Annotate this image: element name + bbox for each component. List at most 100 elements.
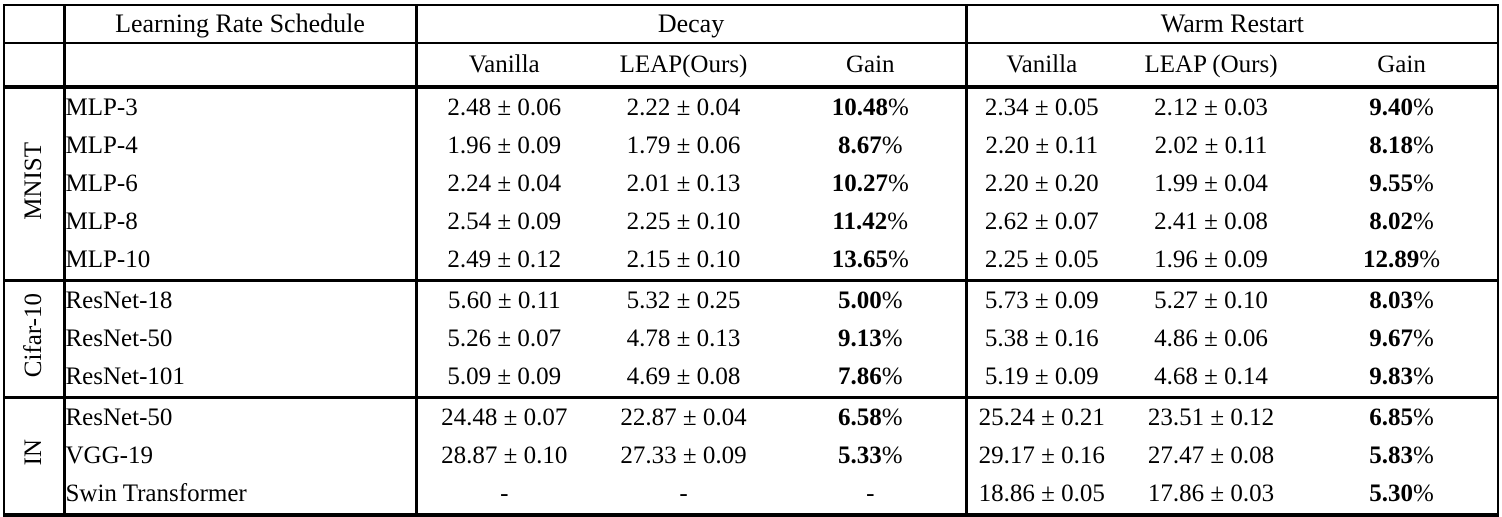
decay-vanilla-value: 24.48 ± 0.07 — [441, 404, 568, 431]
table-header: Learning Rate Schedule Decay Warm Restar… — [4, 5, 1499, 89]
warm_restart-leap-value: 1.99 ± 0.04 — [1154, 170, 1268, 197]
decay-gain-value: 7.86% — [776, 358, 968, 398]
col-header-leap-decay: LEAP(Ours) — [591, 43, 776, 89]
warm_restart-leap-value: 27.47 ± 0.08 — [1147, 442, 1275, 469]
section-mnist: MNIST MLP-3 2.48 ± 0.06 2.22 ± 0.04 10.48% 2.… — [4, 87, 1498, 281]
decay-gain-value: 5.33% — [776, 437, 968, 475]
warm_restart-leap-value: 1.96 ± 0.09 — [1154, 246, 1268, 273]
header-row-groups: Learning Rate Schedule Decay Warm Restar… — [4, 5, 1499, 44]
warm_restart-vanilla-value: 2.62 ± 0.07 — [984, 208, 1099, 235]
decay-leap-value: 22.87 ± 0.04 — [620, 404, 747, 431]
col-header-vanilla-warm-restart: Vanilla — [966, 43, 1117, 89]
decay-gain-value: 10.48% — [776, 87, 968, 127]
warm_restart-leap-value: 4.68 ± 0.14 — [1154, 363, 1268, 390]
warm_restart-vanilla-value: 2.34 ± 0.05 — [984, 94, 1099, 121]
table-row: MLP-4 1.96 ± 0.09 1.79 ± 0.06 8.67% 2.20 ± 0… — [4, 127, 1498, 165]
warm_restart-gain-value: 8.03% — [1369, 287, 1434, 314]
dataset-label-cell: MNIST — [4, 87, 66, 281]
col-header-gain-decay: Gain — [776, 43, 968, 89]
decay-leap-value: 4.78 ± 0.13 — [626, 325, 741, 352]
decay-leap-value: 27.33 ± 0.09 — [620, 442, 747, 469]
model-name: MLP-3 — [64, 87, 418, 127]
warm_restart-vanilla-value: 5.73 ± 0.09 — [984, 287, 1099, 314]
decay-vanilla-value: 5.60 ± 0.11 — [447, 287, 561, 314]
model-name: Swin Transformer — [64, 475, 418, 515]
decay-vanilla-value: 2.54 ± 0.09 — [447, 208, 562, 235]
model-name: ResNet-50 — [64, 397, 418, 437]
col-group-decay: Decay — [416, 5, 968, 44]
warm_restart-gain-value: 8.18% — [1369, 132, 1434, 159]
warm_restart-gain-value: 9.55% — [1369, 170, 1434, 197]
warm_restart-gain-value: 12.89% — [1363, 246, 1441, 273]
section-in: IN ResNet-50 24.48 ± 0.07 22.87 ± 0.04 6.58%… — [4, 397, 1499, 515]
table-row: MLP-6 2.24 ± 0.04 2.01 ± 0.13 10.27% 2.20 ± … — [4, 165, 1498, 203]
decay-gain-value: 13.65% — [776, 241, 968, 281]
table-row: MLP-10 2.49 ± 0.12 2.15 ± 0.10 13.65% 2.25 ±… — [4, 241, 1498, 281]
header-row-subcolumns: Vanilla LEAP(Ours) Gain Vanilla LEAP (Ou… — [4, 43, 1499, 89]
decay-gain-value: 9.13% — [776, 320, 968, 358]
warm_restart-vanilla-value: 2.25 ± 0.05 — [984, 246, 1099, 273]
table-row: ResNet-50 5.26 ± 0.07 4.78 ± 0.13 9.13% 5.38… — [4, 320, 1498, 358]
section-cifar-10: Cifar-10 ResNet-18 5.60 ± 0.11 5.32 ± 0.25 5… — [4, 280, 1499, 398]
warm_restart-gain-value: 6.85% — [1369, 404, 1434, 431]
warm_restart-vanilla-value: 5.19 ± 0.09 — [984, 363, 1099, 390]
decay-vanilla-value: 5.09 ± 0.09 — [447, 363, 562, 390]
model-name: ResNet-18 — [64, 280, 418, 320]
dataset-label-cell: IN — [4, 397, 66, 515]
warm_restart-leap-value: 2.41 ± 0.08 — [1154, 208, 1268, 235]
col-header-learning-rate-schedule: Learning Rate Schedule — [64, 5, 418, 44]
dataset-label: IN — [20, 439, 48, 466]
warm_restart-vanilla-value: 25.24 ± 0.21 — [978, 404, 1105, 431]
model-name: MLP-8 — [64, 203, 418, 241]
decay-vanilla-value: 28.87 ± 0.10 — [441, 442, 568, 469]
decay-leap-value: 5.32 ± 0.25 — [626, 287, 741, 314]
decay-vanilla-value: 2.24 ± 0.04 — [447, 170, 562, 197]
decay-gain-value: - — [776, 475, 968, 515]
table-row: VGG-19 28.87 ± 0.10 27.33 ± 0.09 5.33% 29.17… — [4, 437, 1498, 475]
decay-leap-value: 2.15 ± 0.10 — [626, 246, 741, 273]
decay-gain-value: 11.42% — [776, 203, 968, 241]
warm_restart-leap-value: 4.86 ± 0.06 — [1154, 325, 1268, 352]
table-row: IN ResNet-50 24.48 ± 0.07 22.87 ± 0.04 6.58%… — [4, 397, 1498, 515]
col-header-leap-warm-restart: LEAP (Ours) — [1116, 43, 1307, 89]
decay-gain-value: 10.27% — [776, 165, 968, 203]
model-name: VGG-19 — [64, 437, 418, 475]
dataset-label: Cifar-10 — [20, 293, 48, 378]
warm_restart-leap-value: 2.02 ± 0.11 — [1154, 132, 1268, 159]
warm_restart-gain-value: 5.83% — [1369, 442, 1434, 469]
col-header-vanilla-decay: Vanilla — [416, 43, 591, 89]
decay-leap-value: - — [679, 480, 688, 507]
warm_restart-gain-value: 9.83% — [1369, 363, 1434, 390]
model-name: MLP-4 — [64, 127, 418, 165]
dataset-label-cell: Cifar-10 — [4, 280, 66, 398]
decay-leap-value: 1.79 ± 0.06 — [626, 132, 741, 159]
decay-gain-value: 5.00% — [776, 280, 968, 320]
decay-leap-value: 4.69 ± 0.08 — [626, 363, 741, 390]
dataset-subheader-empty — [4, 43, 66, 89]
warm_restart-vanilla-value: 2.20 ± 0.20 — [984, 170, 1099, 197]
warm_restart-vanilla-value: 18.86 ± 0.05 — [978, 480, 1105, 507]
decay-gain-value: 8.67% — [776, 127, 968, 165]
dataset-column-header-empty — [4, 5, 66, 44]
decay-vanilla-value: 1.96 ± 0.09 — [447, 132, 562, 159]
model-name: ResNet-50 — [64, 320, 418, 358]
model-name: MLP-6 — [64, 165, 418, 203]
decay-leap-value: 2.25 ± 0.10 — [626, 208, 741, 235]
results-table: Learning Rate Schedule Decay Warm Restar… — [3, 4, 1500, 517]
warm_restart-gain-value: 8.02% — [1369, 208, 1434, 235]
warm_restart-gain-value: 9.67% — [1369, 325, 1434, 352]
warm_restart-leap-value: 23.51 ± 0.12 — [1147, 404, 1275, 431]
decay-vanilla-value: 2.49 ± 0.12 — [447, 246, 562, 273]
col-header-gain-warm-restart: Gain — [1306, 43, 1499, 89]
decay-gain-value: 6.58% — [776, 397, 968, 437]
table-row: MNIST MLP-3 2.48 ± 0.06 2.22 ± 0.04 10.48% 2.… — [4, 87, 1498, 281]
dataset-label: MNIST — [20, 141, 48, 220]
col-group-warm-restart: Warm Restart — [966, 5, 1499, 44]
table-row: ResNet-101 5.09 ± 0.09 4.69 ± 0.08 7.86% 5.1… — [4, 358, 1498, 398]
warm_restart-leap-value: 17.86 ± 0.03 — [1147, 480, 1275, 507]
table-row: MLP-8 2.54 ± 0.09 2.25 ± 0.10 11.42% 2.62 ± … — [4, 203, 1498, 241]
model-name: ResNet-101 — [64, 358, 418, 398]
decay-leap-value: 2.22 ± 0.04 — [626, 94, 741, 121]
results-table-container: Learning Rate Schedule Decay Warm Restar… — [3, 4, 1500, 517]
warm_restart-vanilla-value: 5.38 ± 0.16 — [984, 325, 1099, 352]
